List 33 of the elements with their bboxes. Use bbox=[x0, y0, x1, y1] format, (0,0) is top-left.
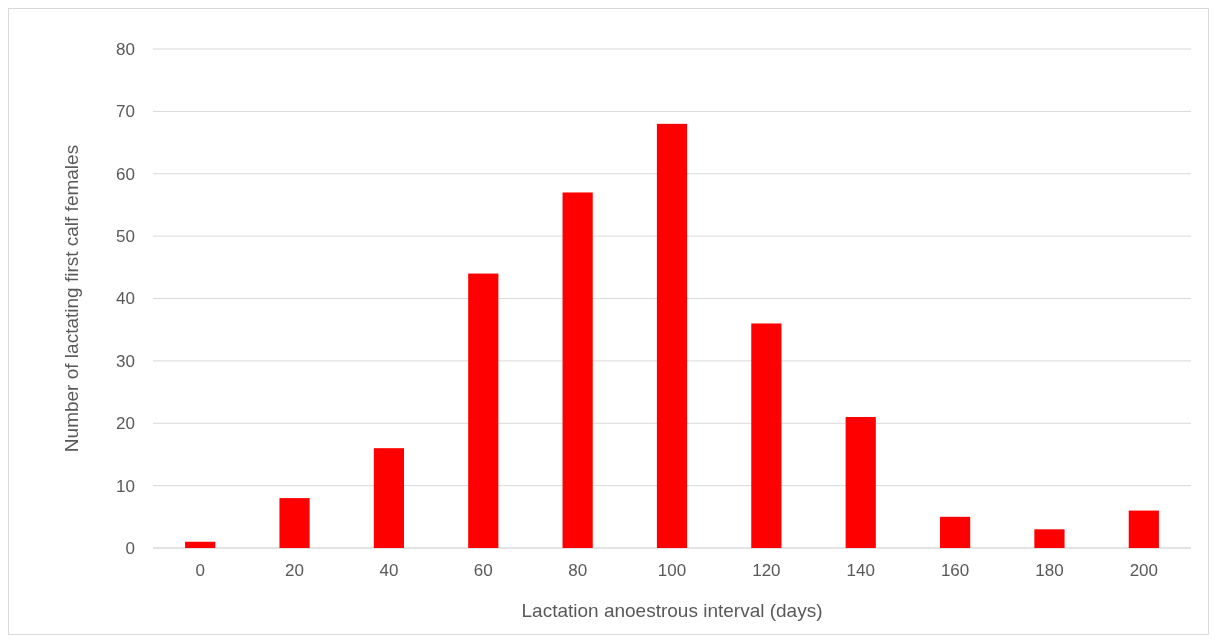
bar bbox=[845, 417, 876, 548]
y-tick-label: 60 bbox=[116, 164, 135, 184]
x-tick-label: 40 bbox=[379, 561, 399, 580]
y-tick-label: 80 bbox=[116, 39, 135, 59]
y-tick-label: 10 bbox=[116, 476, 135, 496]
x-tick-label: 20 bbox=[285, 561, 305, 580]
bar bbox=[468, 273, 499, 548]
y-axis-title: Number of lactating first calf females bbox=[61, 144, 82, 453]
x-tick-label: 180 bbox=[1035, 561, 1064, 580]
y-tick-label: 70 bbox=[116, 102, 135, 122]
bar bbox=[279, 498, 310, 548]
x-tick-label: 120 bbox=[752, 561, 781, 580]
y-tick-label: 50 bbox=[116, 227, 135, 247]
x-tick-label: 0 bbox=[195, 561, 205, 580]
bar bbox=[939, 516, 971, 548]
bar bbox=[373, 448, 405, 548]
y-tick-label: 20 bbox=[116, 414, 135, 434]
x-tick-label: 80 bbox=[568, 561, 588, 580]
x-tick-label: 200 bbox=[1129, 561, 1159, 580]
bar bbox=[1034, 529, 1065, 548]
bar bbox=[1128, 510, 1159, 548]
x-tick-label: 140 bbox=[846, 561, 875, 580]
x-tick-label: 160 bbox=[940, 561, 970, 580]
x-tick-label: 60 bbox=[473, 561, 493, 580]
y-tick-label: 0 bbox=[125, 538, 135, 558]
y-tick-label: 30 bbox=[116, 351, 135, 371]
bar bbox=[562, 192, 593, 548]
bar bbox=[656, 123, 688, 548]
x-tick-label: 100 bbox=[657, 561, 687, 580]
bar bbox=[185, 541, 216, 548]
bar bbox=[751, 323, 782, 548]
x-axis-title: Lactation anoestrous interval (days) bbox=[521, 600, 823, 621]
y-tick-label: 40 bbox=[116, 289, 135, 309]
